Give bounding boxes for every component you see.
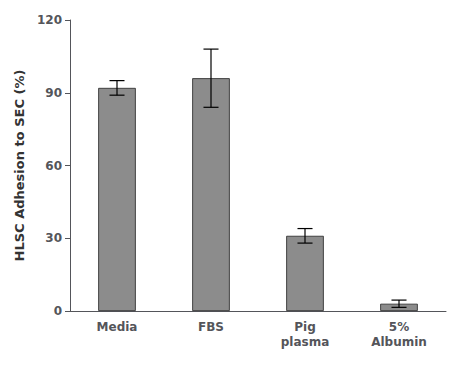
svg-text:60: 60 <box>45 159 62 173</box>
svg-text:5%: 5% <box>389 320 409 334</box>
svg-text:Pig: Pig <box>294 320 316 334</box>
svg-text:HLSC Adhesion to SEC (%): HLSC Adhesion to SEC (%) <box>12 70 27 262</box>
svg-text:FBS: FBS <box>198 320 224 334</box>
svg-text:plasma: plasma <box>281 335 330 349</box>
svg-text:0: 0 <box>54 304 62 318</box>
svg-text:30: 30 <box>45 231 62 245</box>
svg-text:90: 90 <box>45 86 62 100</box>
svg-text:Media: Media <box>97 320 138 334</box>
svg-text:120: 120 <box>37 13 62 27</box>
svg-text:Albumin: Albumin <box>371 335 427 349</box>
